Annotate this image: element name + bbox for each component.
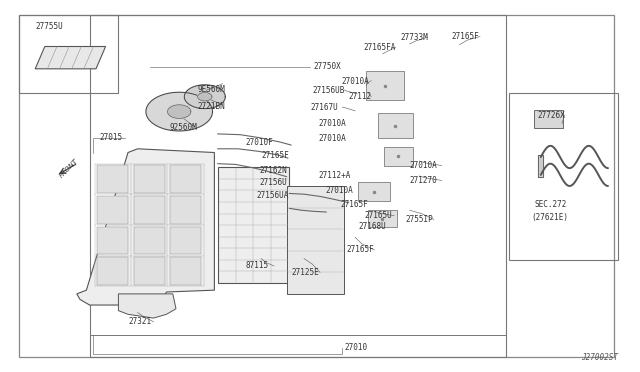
Text: J27002ST: J27002ST [580,353,618,362]
Bar [134,257,164,285]
Polygon shape [118,294,176,318]
Text: 27726X: 27726X [538,111,565,120]
Bar [97,196,129,224]
Polygon shape [77,149,214,305]
Bar [170,257,201,285]
Text: (27621E): (27621E) [531,213,568,222]
Bar [368,210,397,227]
Bar [134,196,164,224]
Text: 27321: 27321 [128,317,151,326]
Bar [358,182,390,201]
Text: 9E560M: 9E560M [197,85,225,94]
Text: 27165F: 27165F [261,151,289,160]
Text: 27167U: 27167U [310,103,338,112]
Text: FRONT: FRONT [58,158,79,179]
Bar [384,147,413,166]
Text: 27010F: 27010F [245,138,273,147]
Text: 27165FA: 27165FA [364,43,396,52]
Text: 27165F: 27165F [340,200,368,209]
Polygon shape [35,46,106,69]
Text: 27015: 27015 [99,133,122,142]
Text: 27750X: 27750X [314,62,341,71]
Text: 27168U: 27168U [358,222,386,231]
Text: 271270: 271270 [410,176,437,185]
Bar [134,227,164,254]
Bar [90,15,506,357]
Text: 27010A: 27010A [342,77,369,86]
Text: 27165F: 27165F [346,246,374,254]
Text: 27165F: 27165F [452,32,479,41]
Bar [170,165,201,193]
Text: 27165U: 27165U [365,211,392,220]
Bar [97,165,129,193]
Polygon shape [198,93,212,101]
Text: 27112+A: 27112+A [319,171,351,180]
Bar [378,113,413,138]
Bar [509,93,618,260]
Polygon shape [146,92,212,131]
Text: 27162N: 27162N [259,166,287,174]
Text: 27125E: 27125E [292,268,319,277]
Bar [19,15,118,93]
Text: 27156U: 27156U [259,178,287,187]
Text: 27010A: 27010A [318,119,346,128]
Text: 2721BN: 2721BN [197,102,225,110]
Text: 27112: 27112 [349,92,372,101]
Text: 27010A: 27010A [410,161,437,170]
Polygon shape [184,85,225,109]
Text: 27156UA: 27156UA [256,191,289,200]
Text: 27755U: 27755U [35,22,63,31]
Text: 87115: 87115 [246,262,269,270]
Bar [366,71,404,100]
Bar [170,227,201,254]
Text: 27010: 27010 [344,343,367,352]
Text: 27010A: 27010A [325,186,353,195]
Bar [534,110,563,128]
Bar [97,257,129,285]
Text: 27733M: 27733M [401,33,428,42]
Text: 2755IP: 2755IP [406,215,433,224]
Text: SEC.272: SEC.272 [534,200,567,209]
Text: 27010A: 27010A [318,134,346,143]
Polygon shape [538,155,543,177]
Bar [218,167,289,283]
Bar [287,186,344,294]
Bar [97,227,129,254]
Bar [170,196,201,224]
Text: 92560M: 92560M [170,123,197,132]
Polygon shape [168,105,191,118]
Text: 27156UB: 27156UB [312,86,345,94]
Bar [134,165,164,193]
